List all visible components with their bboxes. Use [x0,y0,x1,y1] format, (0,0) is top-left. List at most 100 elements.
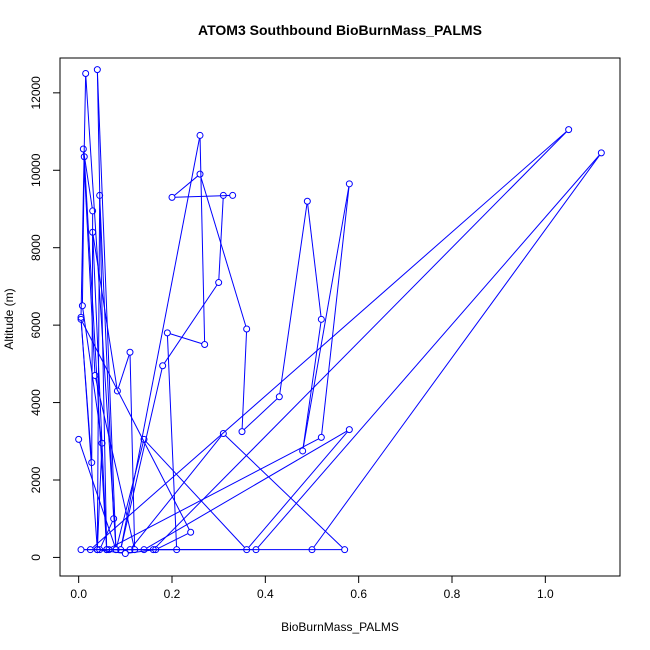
series-segment [248,431,348,548]
series-segment [155,131,567,548]
data-point [252,546,260,554]
data-point [80,153,88,161]
series-segment [92,235,108,547]
data-point [140,546,148,554]
data-point [75,435,83,443]
series-segment [163,284,218,364]
data-point [275,393,283,401]
data-point [341,546,349,554]
data-point [159,362,167,370]
series-segment [83,159,107,547]
series-segment [81,159,85,303]
y-tick-label: 10000 [29,153,43,187]
data-point [88,459,96,467]
y-tick-label: 12000 [29,76,43,110]
y-axis-label: Altitude (m) [2,288,16,349]
data-point [98,439,106,447]
series-segment [243,398,278,430]
series-segment [96,446,103,547]
data-point [93,546,101,554]
data-point [79,145,87,153]
x-tick-label: 0.6 [350,587,367,601]
x-tick-label: 0.8 [444,587,461,601]
data-point [93,66,101,74]
y-axis: 0 2000 4000 6000 8000 10000 12000 [29,76,61,561]
data-point [317,315,325,323]
series-segment [173,175,199,196]
data-point [86,546,94,554]
data-point [96,191,104,199]
series-segment [116,442,144,547]
data-point [299,447,307,455]
series-segment [218,198,224,280]
data-point [77,313,85,321]
data-point [163,329,171,337]
series-segment [81,321,190,530]
data-point [219,430,227,438]
data-point [229,191,237,199]
x-axis-label: BioBurnMass_PALMS [281,620,399,634]
series-segment [96,72,108,547]
data-point [140,435,148,443]
data-point [105,546,113,554]
data-point [345,426,353,434]
series-segment [257,154,600,548]
series-points [75,66,605,558]
series-segment [241,331,248,429]
data-point [91,371,99,379]
data-point [303,197,311,205]
series-segment [96,198,101,547]
data-point [173,546,181,554]
x-tick-label: 0.2 [164,587,181,601]
y-tick-label: 2000 [29,466,43,493]
series-segment [120,368,163,547]
data-point [187,528,195,536]
data-point [78,302,86,310]
series-segment [85,76,117,547]
series-segment [109,438,319,549]
data-point [103,546,111,554]
data-point [308,546,316,554]
data-point [215,279,223,287]
series-segment [302,322,322,449]
series-segment [200,176,247,327]
data-point [238,428,246,436]
series-segment [279,204,308,394]
data-point [121,550,129,558]
series-segment [83,151,93,209]
chart-title: ATOM3 Southbound BioBurnMass_PALMS [198,22,482,38]
data-point [112,546,120,554]
data-point [243,325,251,333]
series-segment [120,138,200,547]
series-segment [199,138,206,342]
data-point [243,546,251,554]
data-point [89,228,97,236]
series-segment [307,204,322,317]
data-point [89,207,97,215]
data-point [82,69,90,77]
data-point [317,433,325,441]
data-point [168,193,176,201]
data-point [126,546,134,554]
data-point [126,348,134,356]
plot-frame [59,57,621,577]
x-axis: 0.0 0.2 0.4 0.6 0.8 1.0 [70,575,554,601]
series-segment [170,333,202,345]
series-segment [92,131,567,549]
data-point [77,546,85,554]
series-segment [96,72,117,547]
y-tick-label: 0 [29,554,43,561]
series-segment [146,430,347,549]
data-point [196,131,204,139]
x-tick-label: 0.0 [70,587,87,601]
series-segment [117,354,130,389]
series-segment [174,195,230,198]
data-point [597,149,605,157]
y-tick-label: 4000 [29,389,43,416]
series-segment [321,186,350,435]
data-point [345,180,353,188]
series-segment [128,549,153,554]
data-point [152,546,160,554]
data-point [77,315,85,323]
